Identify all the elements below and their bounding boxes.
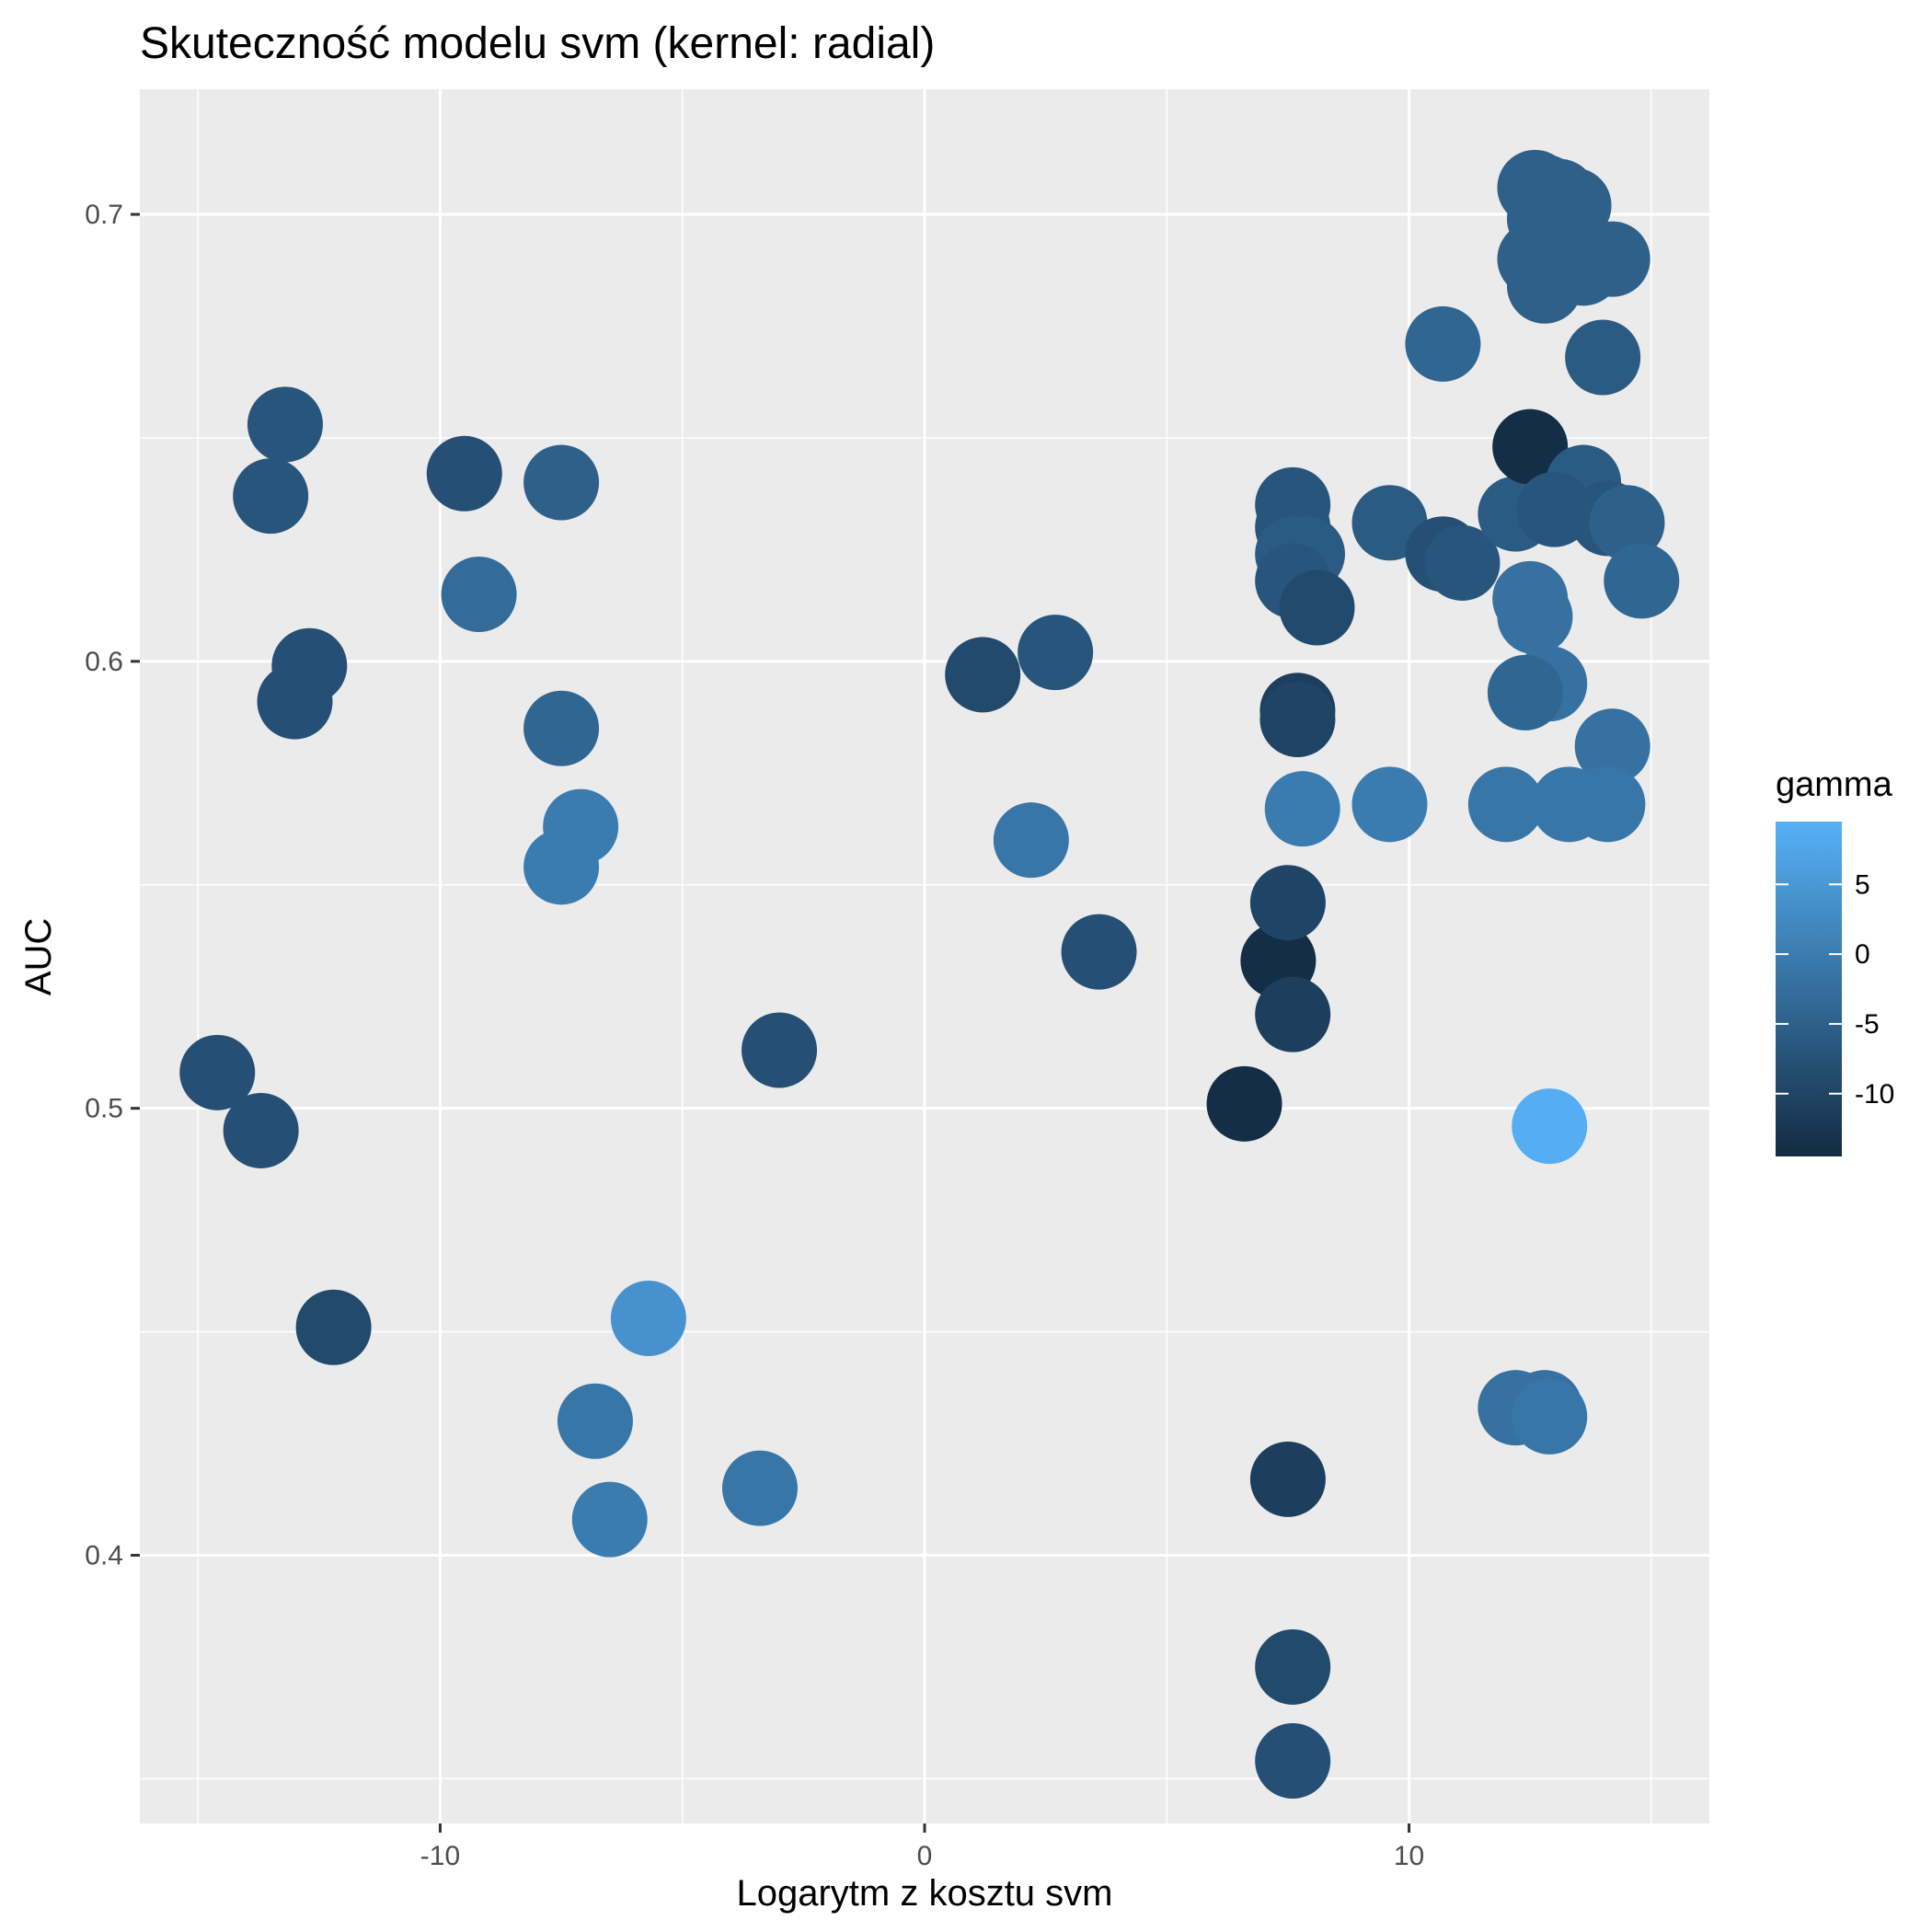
scatter-point [1424, 524, 1501, 601]
legend-colorbar [1776, 822, 1842, 1156]
scatter-point [523, 690, 600, 766]
y-axis: 0.4 0.5 0.6 0.7 [85, 200, 140, 1571]
scatter-point [1061, 914, 1137, 990]
legend-tick-label: -10 [1855, 1079, 1894, 1110]
scatter-point [1492, 408, 1569, 485]
scatter-point [1351, 766, 1428, 843]
x-tick-label: 10 [1394, 1841, 1424, 1871]
scatter-point [1255, 1722, 1331, 1799]
y-tick-label: 0.5 [85, 1094, 123, 1124]
scatter-point [1249, 1441, 1326, 1517]
scatter-point [1255, 1628, 1331, 1705]
legend-tick-label: 5 [1855, 869, 1870, 900]
y-tick-label: 0.6 [85, 647, 123, 677]
x-tick-label: 0 [917, 1841, 933, 1871]
scatter-point [1589, 485, 1665, 561]
scatter-point [523, 444, 600, 521]
y-tick-label: 0.7 [85, 200, 123, 230]
scatter-point [571, 1481, 648, 1558]
major-gridlines [140, 89, 1709, 1823]
scatter-point [1574, 221, 1650, 297]
scatter-point [1255, 976, 1331, 1052]
scatter-point [1018, 615, 1094, 691]
scatter-point [1570, 766, 1646, 843]
scatter-point [1405, 305, 1481, 382]
chart-title: Skuteczność modelu svm (kernel: radial) [140, 19, 935, 68]
scatter-point [1512, 1088, 1588, 1165]
scatter-point [441, 556, 517, 632]
scatter-point [1506, 247, 1582, 324]
scatter-point [945, 637, 1021, 713]
scatter-point [1574, 708, 1650, 785]
x-axis-title: Logarytm z kosztu svm [736, 1873, 1112, 1914]
scatter-point [1206, 1065, 1282, 1142]
scatter-point [1487, 654, 1563, 730]
scatter-point [721, 1450, 798, 1526]
legend-tick-label: -5 [1855, 1009, 1880, 1040]
scatter-point [179, 1034, 256, 1110]
scatter-point [1467, 766, 1544, 843]
scatter-point [1249, 865, 1326, 941]
scatter-point [1604, 543, 1680, 619]
scatter-point [1259, 682, 1336, 758]
x-tick-label: -10 [420, 1841, 460, 1871]
legend-ticks: 5 0 -5 -10 [1776, 869, 1894, 1110]
scatter-point [523, 829, 600, 905]
scatter-point [610, 1281, 686, 1357]
scatter-point [557, 1383, 633, 1459]
scatter-point [742, 1012, 818, 1088]
scatter-point [1279, 569, 1355, 646]
scatter-point [1264, 771, 1340, 847]
x-axis: -10 0 10 [420, 1823, 1424, 1871]
y-axis-title: AUC [18, 918, 59, 995]
scatter-point [993, 802, 1069, 879]
color-legend: gamma 5 0 -5 -10 [1776, 765, 1894, 1156]
scatter-point [257, 663, 333, 740]
legend-tick-label: 0 [1855, 939, 1870, 970]
scatter-point [1512, 1378, 1588, 1455]
scatter-point [426, 435, 502, 512]
scatter-point [247, 386, 323, 463]
scatter-point [1565, 319, 1641, 396]
data-points [179, 149, 1680, 1799]
scatter-point [295, 1289, 372, 1365]
y-tick-label: 0.4 [85, 1541, 123, 1571]
scatter-point [233, 458, 309, 535]
scatter-point [1497, 579, 1573, 655]
legend-title: gamma [1776, 765, 1893, 804]
scatter-point [223, 1092, 299, 1168]
